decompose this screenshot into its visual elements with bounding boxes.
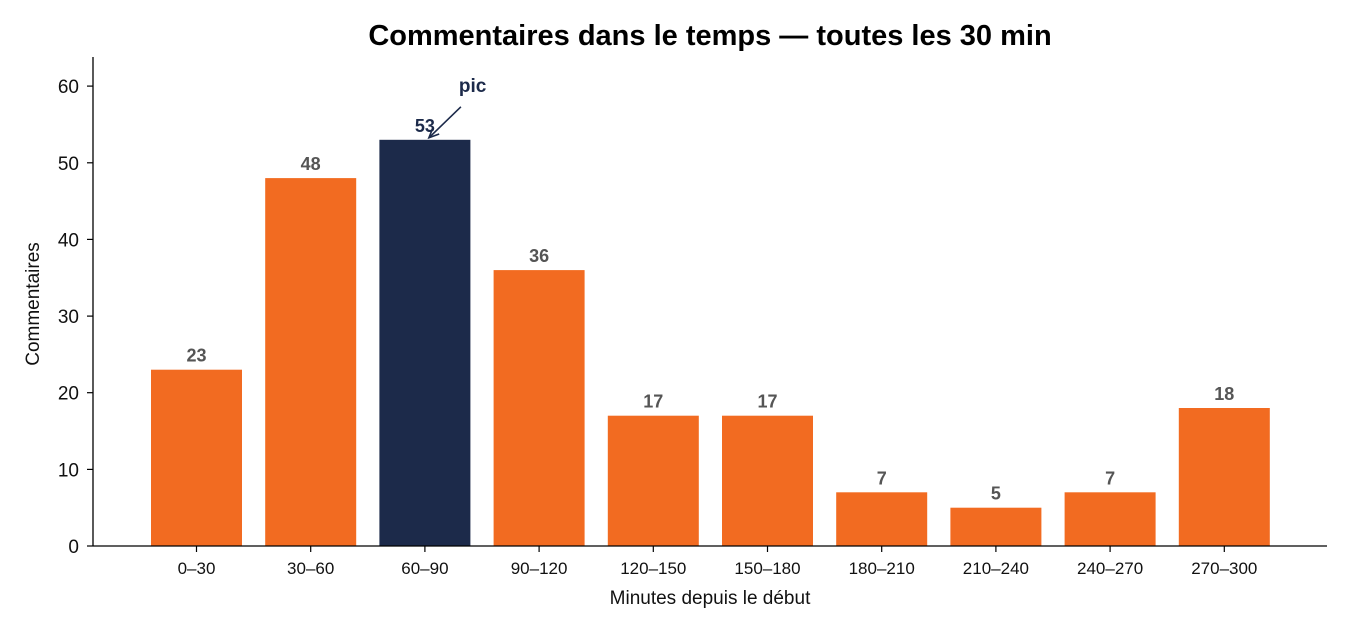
value-label: 17 bbox=[757, 392, 777, 412]
bar-30–60 bbox=[265, 178, 357, 546]
y-axis-label: Commentaires bbox=[23, 242, 44, 366]
bar-60–90 bbox=[379, 139, 471, 547]
bar-150–180 bbox=[722, 415, 813, 546]
value-label: 23 bbox=[186, 346, 206, 366]
x-tick-label: 240–270 bbox=[1077, 559, 1143, 578]
y-tick-label: 40 bbox=[58, 230, 79, 251]
y-tick-label: 20 bbox=[58, 384, 79, 405]
value-label: 5 bbox=[991, 484, 1001, 504]
peak-annotation: pic bbox=[427, 76, 487, 140]
x-axis-label: Minutes depuis le début bbox=[610, 588, 811, 609]
bar-240–270 bbox=[1064, 492, 1156, 546]
value-label: 48 bbox=[301, 154, 321, 174]
value-label: 36 bbox=[529, 246, 549, 266]
y-tick-label: 0 bbox=[68, 537, 79, 558]
bar-0–30 bbox=[151, 369, 242, 546]
y-tick-label: 30 bbox=[58, 307, 79, 328]
x-tick-label: 120–150 bbox=[620, 559, 686, 578]
bar-270–300 bbox=[1178, 408, 1270, 546]
y-tick-label: 50 bbox=[58, 154, 79, 175]
annotation-arrow-line bbox=[428, 106, 462, 139]
value-label: 53 bbox=[415, 116, 435, 136]
x-tick-label: 150–180 bbox=[734, 559, 800, 578]
annotation-arrow-head bbox=[427, 127, 440, 140]
x-tick-label: 180–210 bbox=[849, 559, 915, 578]
bar-120–150 bbox=[607, 415, 699, 546]
annotation-label: pic bbox=[459, 76, 487, 97]
x-tick-label: 30–60 bbox=[287, 559, 334, 578]
value-label: 7 bbox=[877, 468, 887, 488]
ticks-group: 0–30 30–60 60–90 90–120 120–150 150–180 180–21… bbox=[58, 77, 1258, 578]
bar-90–120 bbox=[493, 270, 585, 546]
x-tick-label: 210–240 bbox=[963, 559, 1029, 578]
x-tick-label: 60–90 bbox=[401, 559, 448, 578]
y-tick-label: 60 bbox=[58, 77, 79, 98]
x-tick-label: 0–30 bbox=[178, 559, 216, 578]
x-tick-label: 270–300 bbox=[1191, 559, 1257, 578]
bars-group: 23 48 53 36 17 17 7 5 7 18 bbox=[151, 116, 1270, 547]
bar-210–240 bbox=[950, 507, 1042, 546]
chart-title: Commentaires dans le temps — toutes les … bbox=[368, 20, 1051, 52]
value-label: 17 bbox=[643, 392, 663, 412]
value-label: 18 bbox=[1214, 384, 1234, 404]
bar-180–210 bbox=[836, 492, 928, 546]
value-label: 7 bbox=[1105, 468, 1115, 488]
x-tick-label: 90–120 bbox=[511, 559, 568, 578]
y-tick-label: 10 bbox=[58, 460, 79, 481]
